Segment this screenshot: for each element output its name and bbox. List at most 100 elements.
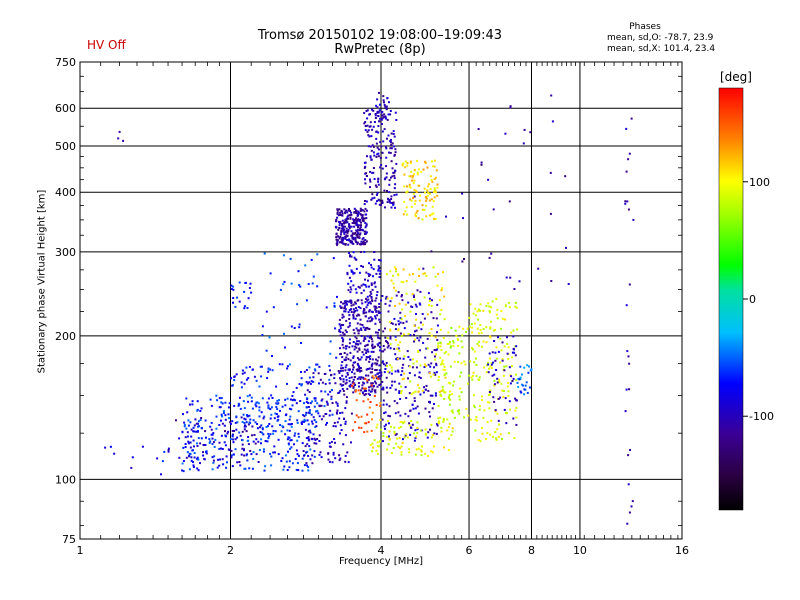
data-point bbox=[406, 164, 409, 167]
data-point bbox=[348, 338, 351, 341]
data-point bbox=[499, 396, 502, 399]
data-point bbox=[339, 327, 342, 330]
data-point bbox=[379, 377, 382, 380]
data-point bbox=[398, 349, 401, 352]
data-point bbox=[367, 134, 370, 137]
data-point bbox=[409, 358, 412, 361]
data-point bbox=[270, 413, 273, 416]
data-point bbox=[286, 365, 289, 368]
data-point bbox=[478, 308, 480, 311]
data-point bbox=[189, 421, 192, 424]
data-point bbox=[487, 302, 490, 305]
data-point bbox=[482, 309, 485, 312]
data-point bbox=[436, 424, 439, 427]
data-point bbox=[252, 419, 255, 422]
data-point bbox=[424, 407, 427, 410]
data-point bbox=[506, 412, 509, 415]
data-point bbox=[368, 309, 371, 312]
data-point bbox=[434, 191, 437, 194]
data-point bbox=[431, 451, 434, 454]
data-point bbox=[402, 162, 405, 165]
data-point bbox=[417, 217, 420, 220]
data-point bbox=[235, 373, 238, 376]
data-point bbox=[309, 402, 312, 405]
data-point bbox=[313, 450, 316, 453]
data-point bbox=[209, 425, 212, 428]
data-point bbox=[305, 401, 308, 404]
data-point bbox=[515, 306, 518, 309]
data-point bbox=[122, 139, 125, 142]
data-point bbox=[529, 369, 532, 372]
data-point bbox=[224, 430, 226, 433]
data-point bbox=[416, 159, 419, 162]
data-point bbox=[366, 413, 369, 416]
data-point bbox=[492, 329, 495, 332]
data-point bbox=[369, 178, 371, 181]
data-point bbox=[348, 223, 351, 226]
data-point bbox=[347, 230, 350, 233]
data-point bbox=[374, 391, 377, 394]
data-point bbox=[292, 391, 295, 394]
data-point bbox=[291, 462, 294, 465]
data-point bbox=[389, 140, 392, 143]
data-point bbox=[320, 456, 323, 459]
data-point bbox=[358, 286, 361, 289]
data-point bbox=[377, 131, 380, 134]
data-point bbox=[364, 213, 367, 216]
data-point bbox=[475, 415, 478, 418]
data-point bbox=[435, 353, 437, 356]
data-point bbox=[357, 416, 360, 419]
data-point bbox=[471, 326, 474, 329]
data-point bbox=[367, 129, 370, 132]
data-point bbox=[396, 402, 399, 405]
data-point bbox=[325, 413, 328, 415]
data-point bbox=[345, 229, 348, 232]
data-point bbox=[437, 342, 440, 345]
data-point bbox=[343, 393, 346, 396]
data-point bbox=[400, 390, 403, 392]
data-point bbox=[391, 142, 394, 145]
data-point bbox=[351, 429, 354, 432]
data-point bbox=[360, 335, 363, 337]
data-point bbox=[487, 363, 490, 366]
data-point bbox=[393, 194, 396, 197]
data-point bbox=[346, 271, 349, 274]
data-point bbox=[251, 368, 254, 371]
data-point bbox=[266, 377, 269, 380]
data-point bbox=[495, 313, 498, 316]
data-point bbox=[354, 238, 357, 241]
data-point bbox=[394, 183, 397, 186]
data-point bbox=[236, 436, 239, 439]
data-point bbox=[426, 347, 429, 350]
data-point bbox=[355, 291, 358, 294]
data-point bbox=[257, 402, 260, 405]
data-point bbox=[277, 453, 280, 456]
data-point bbox=[431, 394, 434, 397]
data-point bbox=[357, 306, 360, 308]
data-point bbox=[386, 118, 389, 121]
data-point bbox=[361, 387, 364, 390]
data-point bbox=[379, 383, 382, 386]
data-point bbox=[418, 387, 421, 390]
data-point bbox=[481, 426, 483, 429]
data-point bbox=[241, 439, 244, 442]
data-point bbox=[247, 377, 250, 380]
data-point bbox=[384, 177, 387, 180]
data-point bbox=[415, 211, 418, 214]
data-point bbox=[423, 296, 426, 299]
data-point bbox=[506, 385, 509, 388]
data-point bbox=[358, 211, 361, 214]
data-point bbox=[356, 215, 359, 218]
data-point bbox=[488, 391, 491, 393]
data-point bbox=[225, 455, 228, 458]
data-point bbox=[507, 358, 510, 361]
data-point bbox=[267, 370, 270, 373]
data-point bbox=[382, 140, 385, 143]
data-point bbox=[498, 423, 501, 426]
data-point bbox=[395, 294, 398, 297]
data-point bbox=[370, 158, 373, 161]
data-point bbox=[442, 337, 445, 340]
data-point bbox=[355, 233, 358, 236]
data-point bbox=[447, 353, 450, 356]
data-point bbox=[368, 301, 371, 304]
